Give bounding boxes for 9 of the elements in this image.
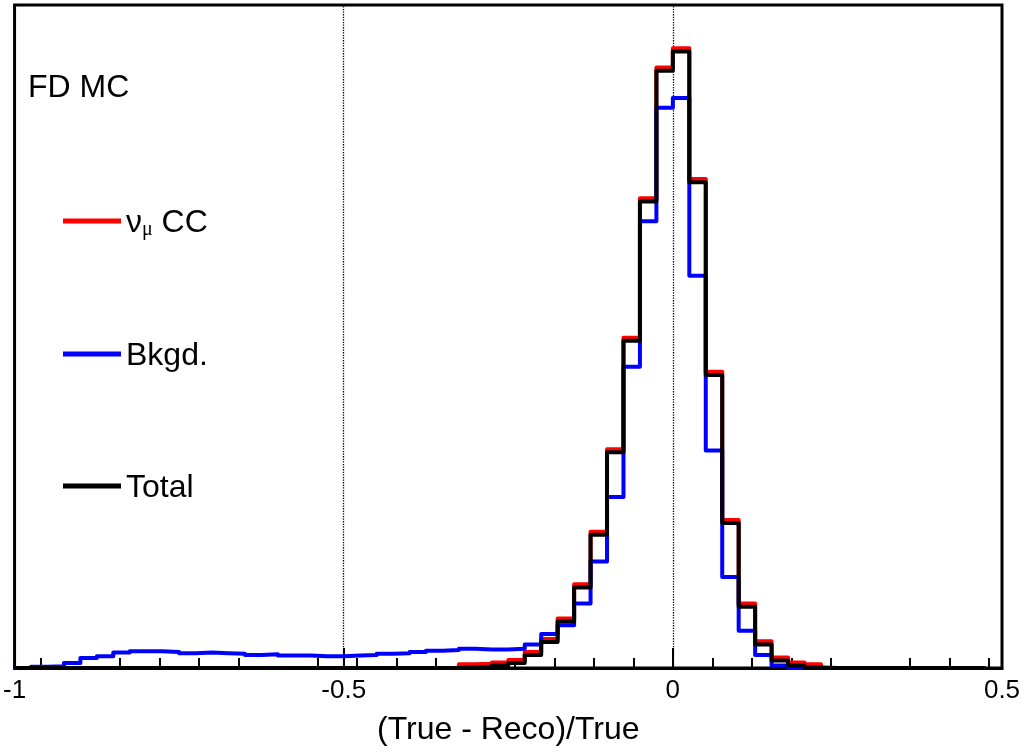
x-tick-label: -1 <box>3 674 27 704</box>
legend-label: Total <box>126 468 194 504</box>
x-tick-label: 0.5 <box>983 674 1021 704</box>
x-axis-title: (True - Reco)/True <box>377 710 640 746</box>
legend-label: Bkgd. <box>126 336 208 372</box>
x-tick-label: -0.5 <box>321 674 367 704</box>
legend-label: νμ CC <box>126 203 208 240</box>
x-tick-label: 0 <box>665 674 681 704</box>
annotation: FD MC <box>28 68 130 104</box>
